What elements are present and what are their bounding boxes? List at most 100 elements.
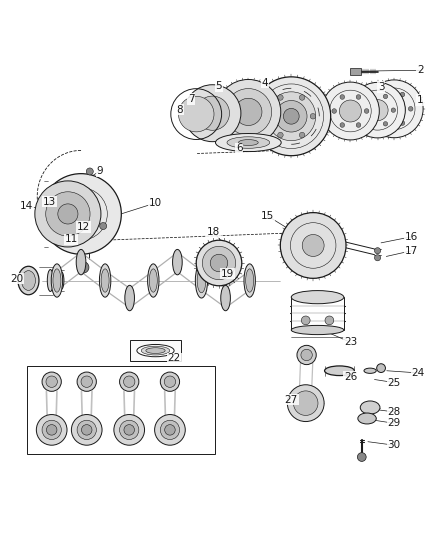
Text: 10: 10 [149,198,162,208]
Circle shape [400,92,405,97]
Ellipse shape [47,270,53,292]
Ellipse shape [358,413,376,424]
Text: 29: 29 [388,418,401,429]
Circle shape [302,235,324,256]
Circle shape [278,95,283,100]
Circle shape [360,108,364,112]
Text: 14: 14 [20,201,33,211]
Ellipse shape [197,268,206,293]
Circle shape [78,262,89,273]
Circle shape [384,92,388,97]
Circle shape [301,316,310,325]
Ellipse shape [325,366,354,376]
Circle shape [276,101,307,132]
Text: 15: 15 [261,211,274,221]
Circle shape [357,453,366,462]
Circle shape [310,114,316,119]
Text: 5: 5 [215,81,223,91]
Ellipse shape [53,269,61,292]
Ellipse shape [246,269,254,292]
Circle shape [283,108,299,124]
Circle shape [350,83,405,138]
Circle shape [374,248,381,254]
Circle shape [339,100,361,122]
Text: 30: 30 [388,440,401,450]
Ellipse shape [149,269,157,292]
Circle shape [42,420,61,440]
Text: 12: 12 [77,222,90,232]
Circle shape [71,415,102,445]
Circle shape [235,98,262,125]
Bar [350,68,361,75]
Circle shape [165,425,175,435]
Circle shape [383,94,388,99]
Ellipse shape [141,346,170,355]
Circle shape [35,181,101,247]
Circle shape [46,192,90,236]
Circle shape [377,364,385,373]
Circle shape [216,79,281,144]
Circle shape [383,122,388,126]
Ellipse shape [59,272,64,289]
Circle shape [340,95,345,99]
Circle shape [225,88,272,135]
Circle shape [46,376,57,387]
Text: 23: 23 [344,337,357,348]
Circle shape [210,254,228,272]
Text: 24: 24 [412,368,425,378]
Ellipse shape [148,264,159,297]
Circle shape [46,425,57,435]
Circle shape [384,121,388,125]
Text: 11: 11 [64,235,78,244]
Circle shape [356,123,361,127]
Text: 2: 2 [417,65,424,75]
Ellipse shape [101,269,109,292]
Text: 1: 1 [417,95,424,105]
Circle shape [252,77,331,156]
Circle shape [267,114,272,119]
Ellipse shape [221,285,230,311]
Circle shape [42,372,61,391]
Circle shape [178,96,214,132]
Ellipse shape [51,264,63,297]
Circle shape [367,94,372,99]
Circle shape [71,204,91,223]
Circle shape [293,391,318,415]
Text: 3: 3 [378,82,385,92]
Ellipse shape [18,266,39,295]
Circle shape [287,385,324,422]
Ellipse shape [364,368,376,374]
Circle shape [297,345,316,365]
Circle shape [367,100,388,120]
Circle shape [321,82,379,140]
Ellipse shape [76,249,86,275]
Ellipse shape [215,133,281,151]
Circle shape [367,122,372,126]
Circle shape [124,376,135,387]
Ellipse shape [99,264,111,297]
Circle shape [124,425,134,435]
Circle shape [301,349,312,361]
Circle shape [365,80,423,138]
Circle shape [280,213,346,278]
Circle shape [391,108,396,112]
Circle shape [41,174,121,254]
Circle shape [160,420,180,440]
Circle shape [100,222,107,230]
Circle shape [195,96,230,130]
Circle shape [299,132,305,138]
Circle shape [160,372,180,391]
Circle shape [114,415,145,445]
Ellipse shape [360,401,380,414]
Circle shape [58,204,78,224]
Circle shape [364,109,369,114]
Ellipse shape [21,271,35,290]
Text: 16: 16 [405,232,418,242]
Ellipse shape [291,326,344,335]
Circle shape [278,132,283,138]
Circle shape [267,92,316,141]
Circle shape [196,240,242,286]
Text: 9: 9 [96,166,103,176]
Text: 8: 8 [176,104,183,115]
Circle shape [383,98,405,120]
